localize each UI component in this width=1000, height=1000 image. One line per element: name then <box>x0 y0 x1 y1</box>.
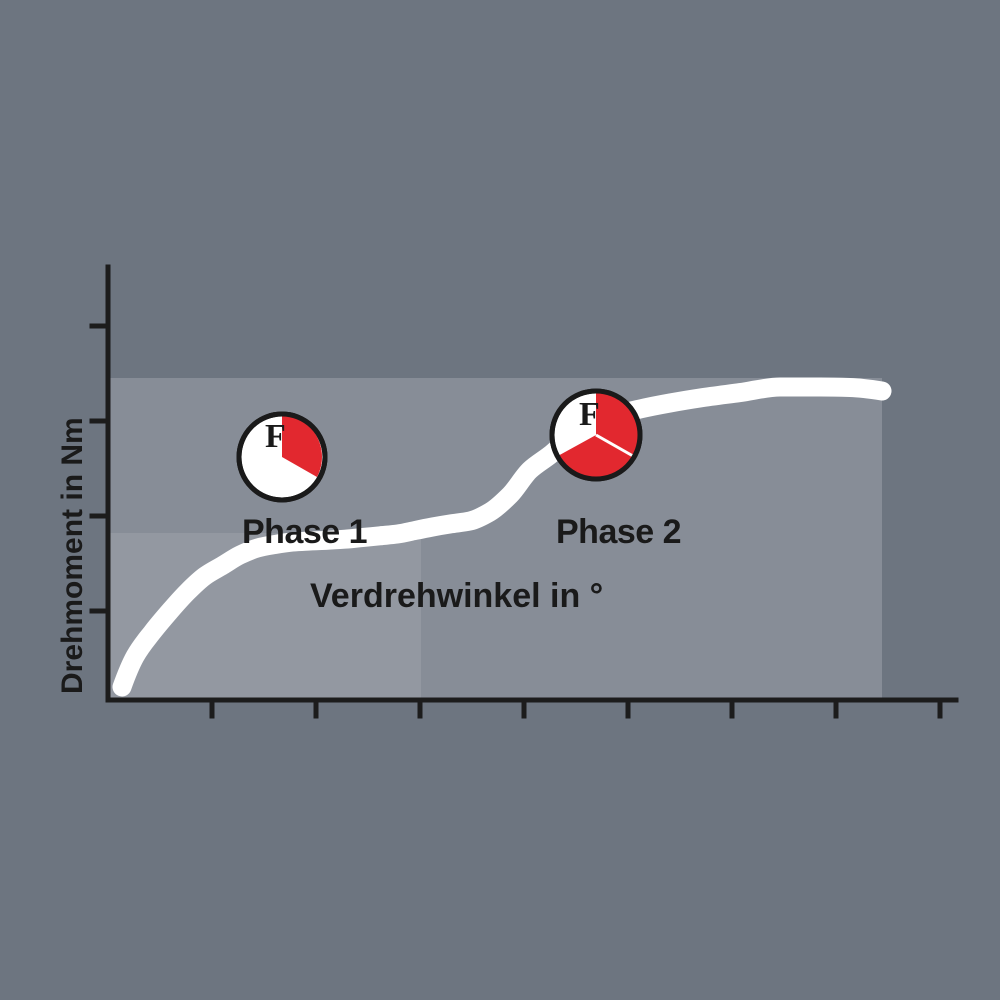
svg-text:Verdrehwinkel in °: Verdrehwinkel in ° <box>310 577 603 615</box>
svg-text:F: F <box>579 396 600 433</box>
svg-text:Phase 2: Phase 2 <box>556 513 681 551</box>
svg-text:Phase 1: Phase 1 <box>242 513 367 551</box>
svg-text:F: F <box>265 418 286 455</box>
svg-text:Drehmoment in Nm: Drehmoment in Nm <box>56 417 89 694</box>
